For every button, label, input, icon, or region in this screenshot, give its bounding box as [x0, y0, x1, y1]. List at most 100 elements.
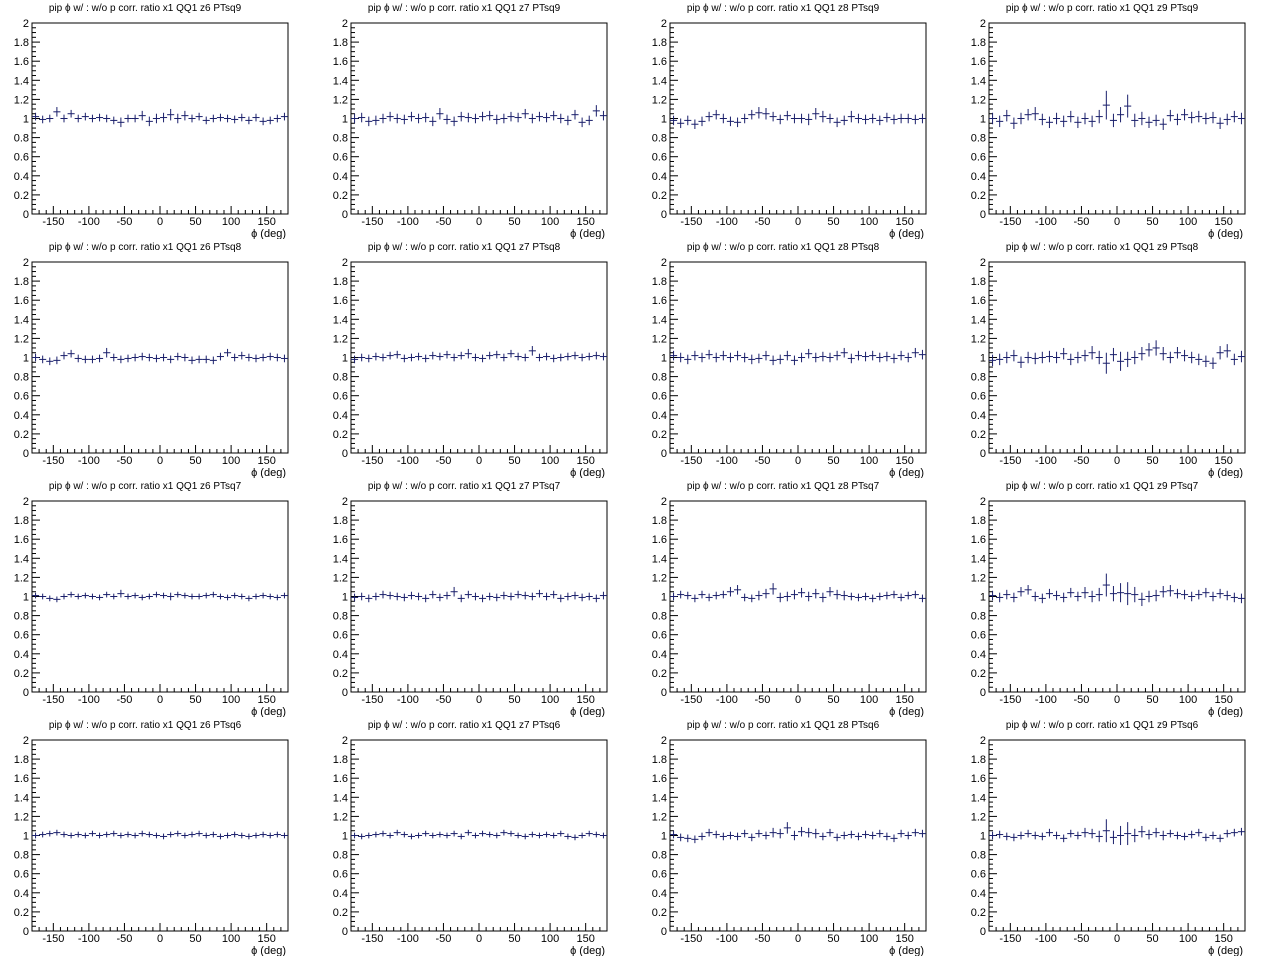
data-point [493, 350, 501, 359]
data-point [677, 118, 685, 129]
y-tick-label: 1.8 [14, 515, 29, 527]
y-tick-label: 2 [661, 18, 667, 30]
data-point [479, 354, 487, 363]
y-tick-label: 1.4 [333, 792, 348, 804]
data-point [1195, 828, 1203, 837]
data-point [1067, 829, 1075, 838]
data-point [769, 111, 777, 122]
chart-panel: pip ϕ w/ : w/o p corr. ratio x1 QQ1 z7 P… [333, 720, 608, 956]
y-tick-label: 1.4 [971, 314, 986, 326]
data-point [131, 114, 139, 123]
data-point [351, 832, 359, 839]
y-tick-label: 0.2 [14, 668, 29, 680]
data-point [578, 593, 586, 602]
y-tick-label: 0.2 [652, 190, 667, 202]
y-tick-label: 0.6 [333, 869, 348, 881]
y-tick-label: 1.8 [971, 515, 986, 527]
data-point [188, 593, 196, 600]
y-tick-label: 1 [980, 353, 986, 365]
data-point [1166, 829, 1174, 838]
data-point [1209, 357, 1217, 369]
data-point [372, 592, 380, 601]
data-point [585, 352, 593, 361]
data-point [88, 114, 96, 123]
y-tick-label: 1 [23, 353, 29, 365]
x-tick-label: -100 [1035, 933, 1057, 945]
x-tick-label: -150 [42, 216, 64, 228]
data-point [719, 350, 727, 361]
data-point [273, 831, 281, 838]
y-tick-label: 0.4 [971, 888, 986, 900]
y-tick-label: 0.8 [333, 611, 348, 623]
y-tick-label: 1.8 [333, 754, 348, 766]
data-point [755, 353, 763, 364]
data-point [826, 113, 834, 124]
y-tick-label: 0.6 [652, 391, 667, 403]
y-tick-label: 0.2 [971, 190, 986, 202]
x-tick-label: -50 [435, 216, 451, 228]
y-tick-label: 0.4 [333, 410, 348, 422]
data-point [351, 593, 359, 602]
x-tick-label: -100 [397, 933, 419, 945]
y-tick-label: 0.6 [652, 869, 667, 881]
data-point [145, 831, 153, 838]
y-tick-label: 0.4 [652, 410, 667, 422]
data-point [464, 829, 472, 836]
data-point [96, 594, 104, 601]
data-point [245, 116, 253, 125]
data-point [393, 113, 401, 124]
data-point [776, 114, 784, 125]
data-point [1152, 589, 1160, 602]
data-point [819, 351, 827, 362]
data-point [46, 595, 54, 602]
data-series [989, 573, 1245, 607]
data-point [202, 592, 210, 599]
y-tick-label: 0 [980, 687, 986, 699]
data-point [812, 828, 820, 839]
y-tick-label: 1 [661, 831, 667, 843]
data-point [351, 113, 359, 124]
data-point [259, 353, 267, 362]
data-point [457, 833, 465, 840]
y-tick-label: 1.6 [333, 773, 348, 785]
data-point [245, 833, 253, 840]
data-point [1152, 340, 1160, 356]
data-point [1223, 344, 1231, 358]
x-axis-label: ϕ (deg) [251, 228, 286, 239]
data-point [514, 112, 522, 123]
data-point [812, 588, 820, 599]
data-point [911, 590, 919, 599]
y-tick-label: 0.6 [333, 630, 348, 642]
data-series [351, 586, 607, 603]
data-point [847, 830, 855, 839]
data-point [571, 351, 579, 360]
data-point [273, 114, 281, 123]
y-tick-label: 2 [661, 257, 667, 269]
x-tick-label: 50 [508, 694, 520, 706]
data-point [528, 113, 536, 124]
x-axis-label: ϕ (deg) [570, 228, 605, 239]
data-point [904, 831, 912, 840]
data-point [152, 832, 160, 839]
chart-title: pip ϕ w/ : w/o p corr. ratio x1 QQ1 z6 P… [49, 242, 242, 253]
data-point [81, 832, 89, 839]
data-point [528, 831, 536, 838]
y-tick-label: 0 [980, 926, 986, 938]
data-point [578, 117, 586, 128]
data-point [138, 110, 146, 121]
data-point [911, 828, 919, 837]
data-point [1024, 108, 1032, 121]
data-point [755, 829, 763, 838]
data-point [564, 352, 572, 361]
data-point [1181, 832, 1189, 841]
data-point [1088, 115, 1096, 128]
y-tick-label: 1.8 [652, 276, 667, 288]
x-axis-label: ϕ (deg) [889, 228, 924, 239]
x-tick-label: -50 [1073, 933, 1089, 945]
data-point [500, 591, 508, 600]
data-point [996, 353, 1004, 366]
data-point [1188, 111, 1196, 124]
data-point [1010, 349, 1018, 362]
data-series [989, 90, 1245, 130]
data-point [238, 113, 246, 122]
